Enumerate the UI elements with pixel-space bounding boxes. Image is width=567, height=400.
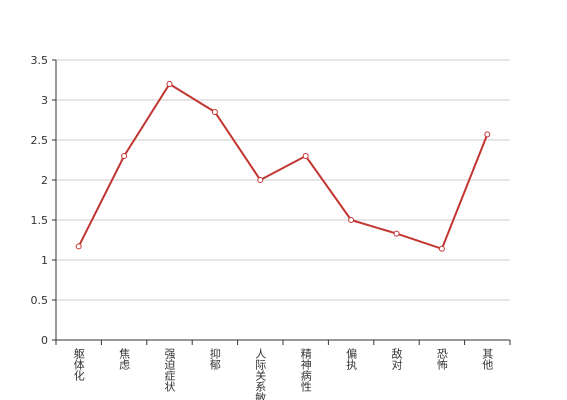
point xyxy=(166,81,173,87)
y-tick-label: 2.5 xyxy=(31,134,49,147)
point xyxy=(302,153,309,159)
point xyxy=(348,217,355,223)
x-tick-label: 精神病性 xyxy=(299,348,312,393)
x-tick-label: 躯体化 xyxy=(72,348,85,382)
y-tick-label: 3.5 xyxy=(31,54,49,67)
y-tick-label: 2 xyxy=(41,174,48,187)
line xyxy=(77,82,489,251)
x-tick-label: 人际关系敏感 xyxy=(254,348,267,400)
y-tick-label: 1.5 xyxy=(31,214,49,227)
point xyxy=(438,245,445,252)
y-tick-label: 1 xyxy=(41,254,48,267)
point xyxy=(257,177,264,183)
point xyxy=(484,131,491,138)
x-tick-label: 偏执 xyxy=(345,347,358,371)
x-tick-label: 焦虑 xyxy=(118,348,131,370)
y-tick-label: 0 xyxy=(41,334,48,347)
point xyxy=(211,109,218,115)
x-tick-label: 其他 xyxy=(481,348,494,370)
x-tick-label: 抑郁 xyxy=(208,347,221,370)
point xyxy=(121,153,128,159)
x-tick-label: 强迫症状 xyxy=(163,348,176,392)
x-tick-label: 恐怖 xyxy=(435,348,448,370)
y-tick-label: 0.5 xyxy=(31,294,49,307)
x-tick-label: 敌对 xyxy=(390,347,403,370)
y-tick-label: 3 xyxy=(41,94,48,107)
point xyxy=(75,243,82,250)
point xyxy=(393,230,400,237)
